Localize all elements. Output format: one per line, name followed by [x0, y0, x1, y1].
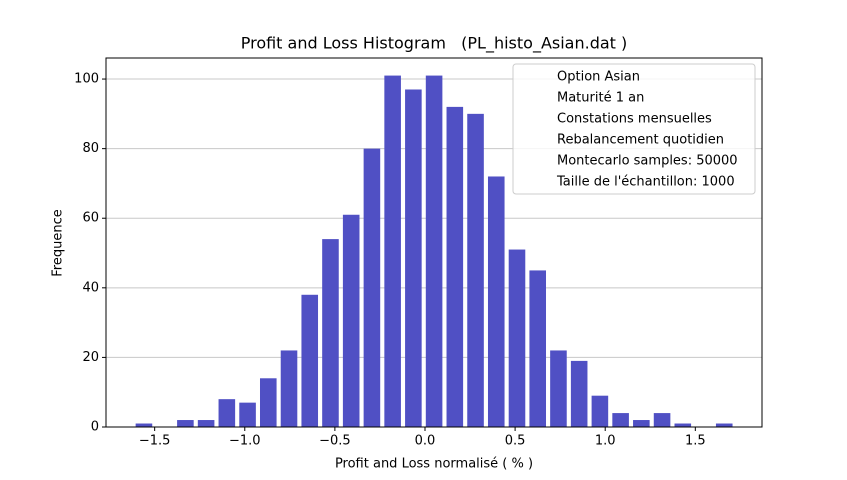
bar — [550, 350, 567, 427]
bar — [508, 249, 526, 427]
legend-box — [512, 63, 756, 195]
bar — [342, 214, 360, 427]
bar — [591, 395, 609, 427]
bar — [674, 423, 692, 427]
bar — [384, 75, 401, 428]
bar — [612, 413, 629, 427]
x-tick-label: 0.5 — [505, 434, 526, 449]
x-tick-label: 1.5 — [685, 434, 706, 449]
x-tick-label: −1.5 — [139, 434, 171, 449]
legend-label: Taille de l'échantillon: 1000 — [556, 175, 735, 190]
y-tick-label: 80 — [82, 141, 99, 156]
bar — [218, 399, 236, 427]
bar — [425, 75, 443, 428]
bar — [135, 423, 153, 427]
x-axis-label: Profit and Loss normalisé ( % ) — [335, 457, 533, 472]
legend-label: Montecarlo samples: 50000 — [557, 154, 738, 169]
bar — [363, 148, 381, 427]
bar — [280, 350, 298, 427]
x-tick-label: 0.0 — [415, 434, 436, 449]
bar — [653, 413, 671, 427]
y-tick-label: 100 — [74, 72, 99, 87]
bar — [446, 106, 464, 428]
bar — [239, 402, 256, 427]
bar — [633, 420, 650, 427]
y-tick-label: 20 — [82, 350, 99, 365]
y-tick-label: 60 — [82, 211, 99, 226]
bar — [177, 420, 194, 427]
bar — [259, 378, 277, 427]
bar — [715, 423, 733, 427]
x-tick-label: 1.0 — [595, 434, 616, 449]
bar — [197, 420, 215, 427]
bar — [405, 89, 422, 428]
bar — [487, 176, 505, 427]
legend-label: Option Asian — [557, 70, 640, 85]
y-axis-label: Frequence — [51, 209, 66, 276]
y-tick-label: 40 — [82, 280, 99, 295]
bar — [570, 360, 588, 427]
plot-frame — [105, 57, 763, 428]
legend-label: Constations mensuelles — [557, 112, 712, 127]
legend-label: Maturité 1 an — [557, 91, 644, 106]
x-tick-label: −1.0 — [229, 434, 261, 449]
bar — [529, 270, 547, 427]
bar — [467, 113, 484, 427]
y-tick-label: 0 — [91, 420, 99, 435]
bar — [301, 294, 319, 427]
chart-title: Profit and Loss Histogram (PL_histo_Asia… — [241, 34, 628, 54]
bar — [322, 239, 339, 427]
x-tick-label: −0.5 — [319, 434, 351, 449]
legend-label: Rebalancement quotidien — [557, 133, 724, 148]
